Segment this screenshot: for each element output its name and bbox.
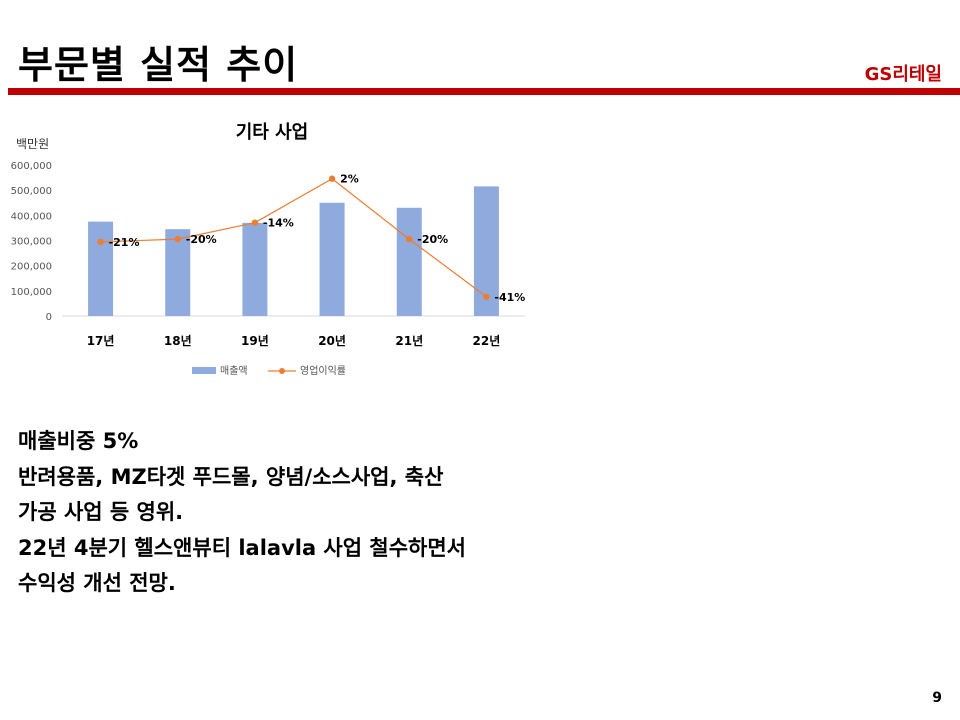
bar: [319, 202, 345, 316]
legend-line-marker: [279, 368, 285, 374]
x-tick-label: 19년: [241, 334, 269, 348]
y-tick-label: 500,000: [11, 186, 52, 197]
line-point: [483, 293, 490, 300]
data-label: -41%: [494, 291, 525, 304]
brand-label: GS리테일: [864, 64, 942, 85]
x-tick-label: 17년: [87, 334, 115, 348]
y-tick-label: 600,000: [11, 161, 52, 172]
x-tick-label: 22년: [473, 334, 501, 348]
bar: [396, 207, 422, 316]
line-point: [406, 235, 413, 243]
unit-label: 백만원: [16, 137, 49, 151]
legend-bar-label: 매출액: [220, 365, 248, 377]
line-point: [328, 175, 336, 182]
x-tick-label: 20년: [318, 334, 346, 348]
body-line-2: 반려용품, MZ타겟 푸드몰, 양념/소스사업, 축산: [18, 464, 444, 489]
y-tick-label: 400,000: [11, 211, 52, 222]
data-label: -21%: [109, 236, 140, 249]
body-line-1: 매출비중 5%: [18, 429, 139, 453]
body-line-3: 가공 사업 등 영위.: [18, 500, 184, 524]
data-label: -20%: [186, 233, 217, 246]
body-line-4: 22년 4분기 헬스앤뷰티 lalavla 사업 철수하면서: [18, 535, 466, 560]
line-point: [251, 219, 259, 226]
line-point: [174, 235, 181, 243]
x-tick-label: 18년: [164, 334, 192, 348]
series-line: [100, 178, 487, 298]
line-point: [97, 238, 104, 246]
bar: [165, 229, 191, 316]
data-label: -14%: [263, 217, 294, 230]
y-tick-label: 200,000: [11, 262, 52, 273]
slide-title: 부문별 실적 추이: [18, 43, 299, 87]
chart-title: 기타 사업: [236, 122, 309, 143]
data-label: 2%: [340, 173, 359, 186]
body-line-5: 수익성 개선 전망.: [18, 571, 176, 595]
data-label: -20%: [417, 233, 448, 246]
legend-line-label: 영업이익률: [300, 364, 346, 377]
y-tick-label: 0: [46, 312, 52, 323]
y-tick-label: 100,000: [11, 287, 52, 298]
y-tick-label: 300,000: [11, 237, 52, 248]
page-number: 9: [932, 690, 942, 706]
legend-bar-swatch: [192, 367, 216, 374]
body-text: 매출비중 5% 반려용품, MZ타겟 푸드몰, 양념/소스사업, 축산 가공 사…: [18, 424, 578, 602]
x-tick-label: 21년: [395, 334, 423, 348]
bar: [88, 221, 114, 316]
title-divider: [8, 88, 960, 95]
bar: [242, 222, 268, 316]
